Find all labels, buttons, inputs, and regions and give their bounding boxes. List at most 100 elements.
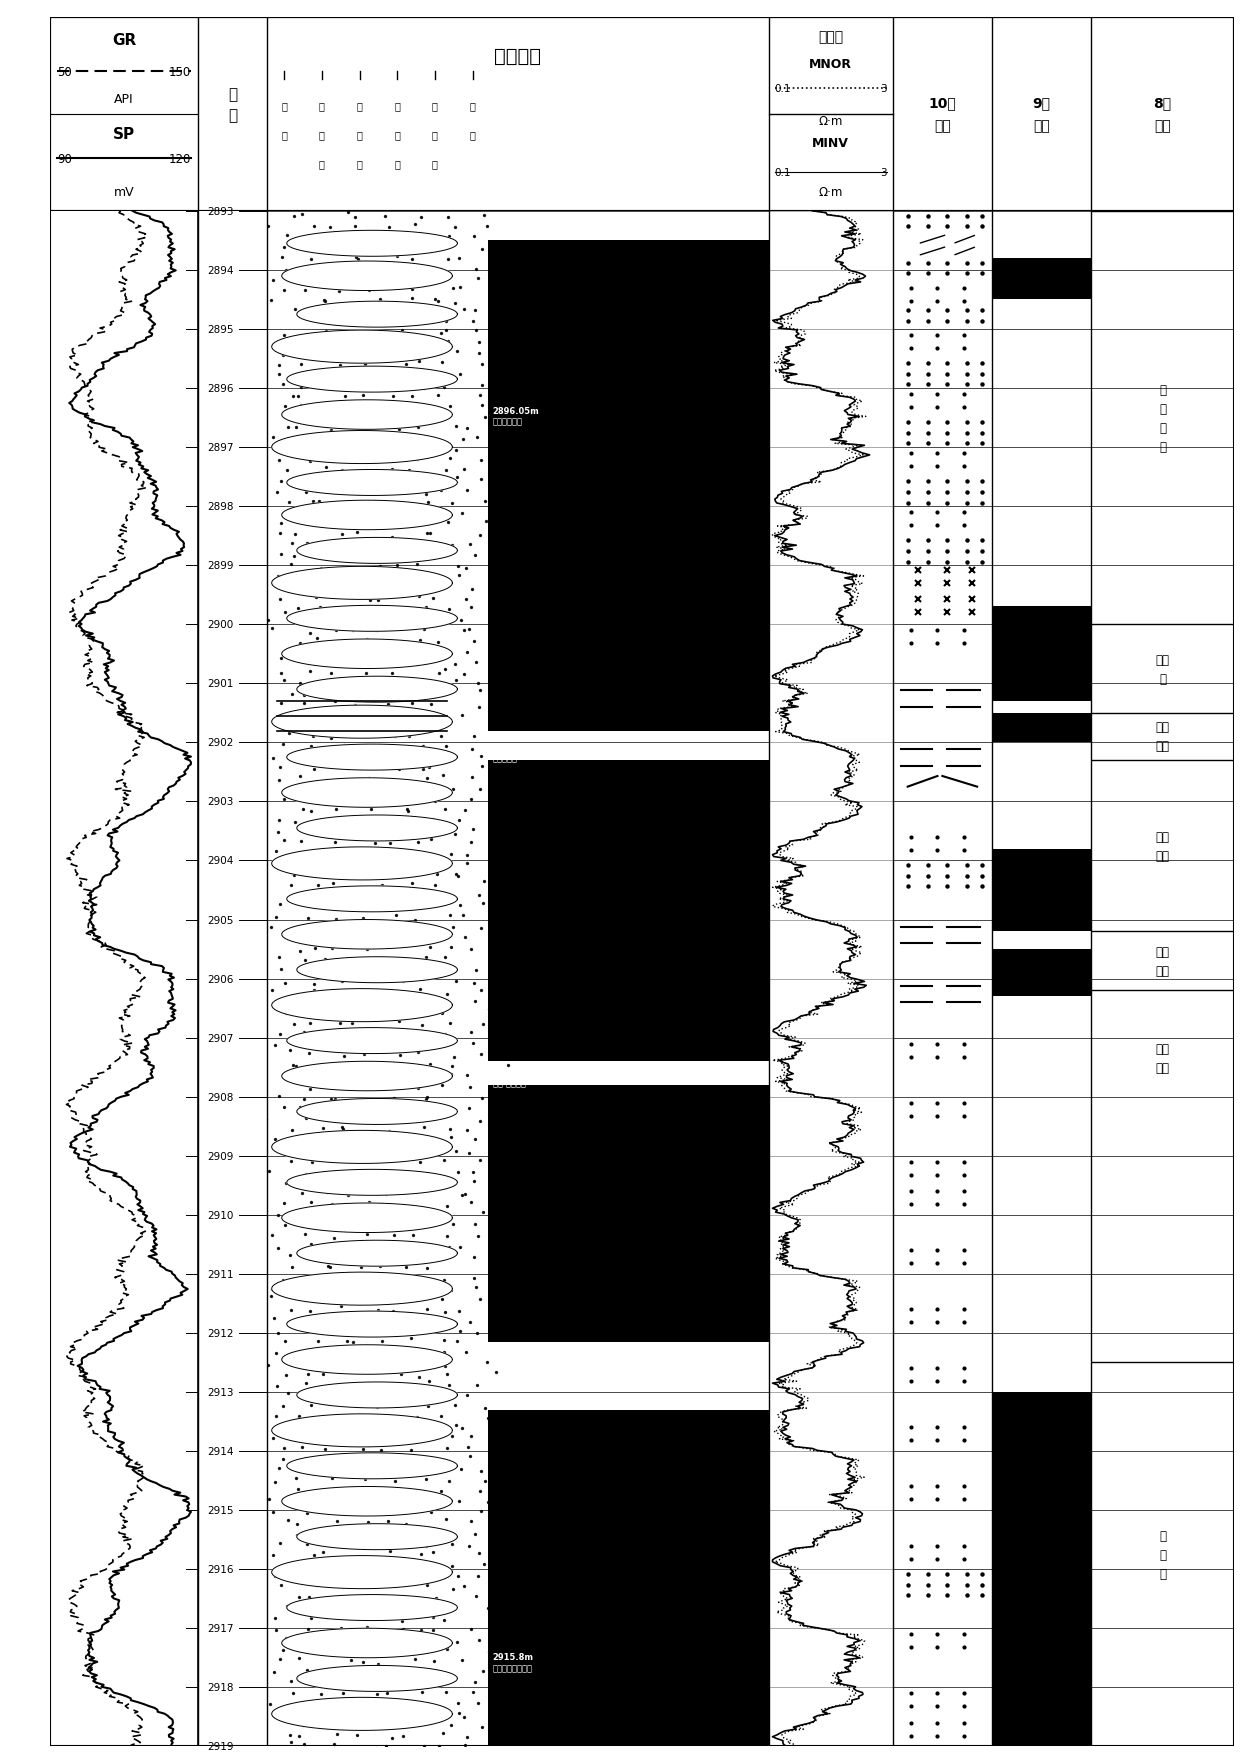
Text: 粉: 粉 — [319, 101, 325, 111]
Text: 2908: 2908 — [207, 1092, 234, 1102]
Text: 3: 3 — [880, 168, 887, 178]
Polygon shape — [286, 886, 458, 912]
Polygon shape — [286, 607, 458, 632]
Text: GR: GR — [112, 34, 136, 48]
Text: 2918: 2918 — [207, 1683, 234, 1692]
Text: 砂: 砂 — [357, 131, 362, 139]
Bar — [992, 607, 1091, 702]
Text: 2897: 2897 — [207, 443, 234, 453]
Polygon shape — [272, 990, 453, 1021]
Polygon shape — [286, 1170, 458, 1196]
Text: 2912: 2912 — [207, 1328, 234, 1339]
Text: 岩: 岩 — [319, 159, 325, 169]
Text: 2912.9m
灰褐色含砀粗砂岩: 2912.9m 灰褐色含砀粗砂岩 — [492, 1381, 533, 1401]
Polygon shape — [272, 566, 453, 600]
Polygon shape — [281, 1203, 453, 1233]
Text: 2896: 2896 — [207, 385, 234, 393]
Text: 2906: 2906 — [207, 974, 234, 984]
Text: 泥: 泥 — [281, 101, 288, 111]
Polygon shape — [296, 958, 458, 983]
Text: 砂: 砂 — [319, 131, 325, 139]
Text: 2915: 2915 — [207, 1505, 234, 1515]
Text: 2904: 2904 — [207, 856, 234, 866]
Bar — [992, 713, 1091, 743]
Text: 2894: 2894 — [207, 266, 234, 275]
Text: 岩: 岩 — [470, 131, 475, 139]
Polygon shape — [281, 1487, 453, 1515]
Text: 2910: 2910 — [207, 1210, 234, 1221]
Text: 漫流
细粒: 漫流 细粒 — [1156, 721, 1169, 753]
Text: 粗: 粗 — [432, 101, 438, 111]
Polygon shape — [281, 1062, 453, 1092]
Text: 2899: 2899 — [207, 561, 234, 572]
Text: 2913: 2913 — [207, 1387, 234, 1397]
Bar — [487, 1409, 769, 1746]
Text: 砂: 砂 — [432, 131, 438, 139]
Polygon shape — [286, 367, 458, 393]
Text: 2910.8m含砀中粗
砂岩 生物扰动: 2910.8m含砀中粗 砂岩 生物扰动 — [492, 1067, 553, 1088]
Polygon shape — [296, 815, 458, 841]
Text: 细: 细 — [357, 101, 362, 111]
Text: 2896.05m
含中砀粗砂岩: 2896.05m 含中砀粗砂岩 — [492, 406, 539, 427]
Text: Ω·m: Ω·m — [818, 115, 843, 127]
Text: 2900: 2900 — [207, 619, 234, 630]
Text: 岩: 岩 — [281, 131, 288, 139]
Polygon shape — [286, 471, 458, 496]
Text: 岩: 岩 — [432, 159, 438, 169]
Bar — [992, 259, 1091, 300]
Text: 2893: 2893 — [207, 206, 234, 217]
Text: 2914: 2914 — [207, 1446, 234, 1457]
Text: MNOR: MNOR — [810, 58, 852, 71]
Polygon shape — [281, 261, 453, 291]
Polygon shape — [296, 1665, 458, 1692]
Polygon shape — [286, 1028, 458, 1053]
Text: 2901: 2901 — [207, 679, 234, 690]
Text: 2902: 2902 — [207, 737, 234, 748]
Polygon shape — [272, 847, 453, 880]
Text: 2908.9m沖刷面
含砀粗砂岩: 2908.9m沖刷面 含砀粗砂岩 — [492, 743, 548, 764]
Text: 深
度: 深 度 — [228, 86, 237, 123]
Text: 2916: 2916 — [207, 1565, 234, 1573]
Text: 岩: 岩 — [357, 159, 362, 169]
Text: 中: 中 — [394, 101, 401, 111]
Polygon shape — [281, 501, 453, 531]
Polygon shape — [272, 1131, 453, 1164]
Polygon shape — [286, 744, 458, 771]
Polygon shape — [296, 1383, 458, 1408]
Polygon shape — [286, 1311, 458, 1337]
Text: 3: 3 — [880, 85, 887, 95]
Polygon shape — [281, 400, 453, 430]
Text: mV: mV — [114, 185, 134, 199]
Text: 辞流
水道: 辞流 水道 — [1156, 831, 1169, 863]
Polygon shape — [286, 1454, 458, 1478]
Text: 辞
流
岛: 辞 流 岛 — [1159, 1529, 1166, 1581]
Bar — [992, 949, 1091, 997]
Text: 辞
流
水
道: 辞 流 水 道 — [1159, 383, 1166, 453]
Text: 2911: 2911 — [207, 1268, 234, 1279]
Text: API: API — [114, 93, 134, 106]
Text: 辞流
水道: 辞流 水道 — [1156, 1043, 1169, 1074]
Text: 0.1: 0.1 — [775, 168, 791, 178]
Polygon shape — [296, 302, 458, 328]
Polygon shape — [272, 1556, 453, 1589]
Bar — [487, 1085, 769, 1342]
Text: 微电极: 微电极 — [818, 30, 843, 44]
Polygon shape — [272, 430, 453, 464]
Polygon shape — [296, 1099, 458, 1125]
Text: 岩: 岩 — [394, 159, 401, 169]
Text: 0.1: 0.1 — [775, 85, 791, 95]
Text: 10级
构型: 10级 构型 — [929, 97, 956, 132]
Text: 辞流
岛: 辞流 岛 — [1156, 653, 1169, 684]
Polygon shape — [272, 1415, 453, 1446]
Text: 8级
构型: 8级 构型 — [1153, 97, 1172, 132]
Polygon shape — [272, 706, 453, 739]
Bar — [992, 1392, 1091, 1746]
Polygon shape — [286, 1595, 458, 1621]
Polygon shape — [281, 640, 453, 669]
Polygon shape — [296, 1524, 458, 1551]
Text: 120: 120 — [169, 153, 191, 166]
Polygon shape — [281, 921, 453, 949]
Polygon shape — [281, 778, 453, 808]
Text: 2907: 2907 — [207, 1034, 234, 1043]
Text: 2905: 2905 — [207, 916, 234, 924]
